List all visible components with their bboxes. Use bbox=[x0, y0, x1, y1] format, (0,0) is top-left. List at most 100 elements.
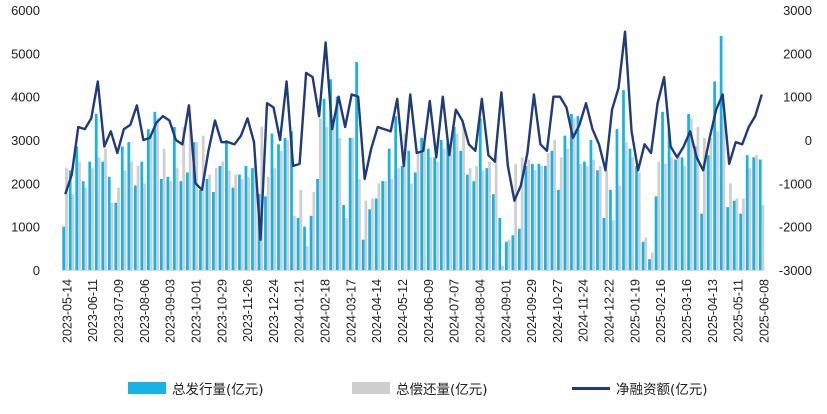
repayment-bar bbox=[501, 265, 504, 270]
issuance-bar bbox=[687, 114, 690, 270]
repayment-bar bbox=[169, 181, 172, 270]
repayment-bar bbox=[162, 148, 166, 270]
repayment-bar bbox=[130, 161, 133, 270]
issuance-bar bbox=[140, 161, 144, 270]
repayment-bar bbox=[572, 118, 576, 270]
issuance-bar bbox=[465, 174, 469, 270]
legend: 总发行量(亿元) 总偿还量(亿元) 净融资额(亿元) bbox=[0, 378, 827, 400]
issuance-bar bbox=[159, 179, 163, 270]
repayment-bar bbox=[195, 142, 199, 270]
x-tick-label: 2024-10-27 bbox=[551, 279, 565, 343]
x-tick-label: 2023-07-09 bbox=[112, 279, 126, 343]
issuance-bar bbox=[426, 148, 430, 270]
legend-label-repayment: 总偿还量(亿元) bbox=[396, 382, 488, 398]
issuance-bar bbox=[706, 155, 710, 270]
legend-label-issuance: 总发行量(亿元) bbox=[172, 382, 264, 398]
issuance-bar bbox=[609, 189, 612, 270]
repayment-bar bbox=[384, 181, 387, 270]
issuance-bar bbox=[146, 129, 150, 270]
issuance-bar bbox=[517, 228, 521, 270]
repayment-bar bbox=[312, 192, 316, 270]
repayment-bar bbox=[488, 161, 491, 270]
repayment-bar bbox=[605, 170, 609, 270]
repayment-bar bbox=[156, 118, 159, 270]
repayment-bar bbox=[188, 120, 192, 270]
repayment-bar bbox=[546, 153, 550, 270]
x-tick-label: 2025-01-19 bbox=[628, 279, 642, 343]
repayment-bar bbox=[208, 174, 212, 270]
x-tick-label: 2024-09-01 bbox=[499, 279, 513, 343]
repayment-bar bbox=[201, 135, 205, 270]
repayment-bar bbox=[318, 118, 322, 270]
issuance-bar bbox=[251, 168, 254, 270]
issuance-bar bbox=[667, 129, 671, 270]
issuance-bar bbox=[622, 90, 625, 270]
repayment-bar bbox=[540, 166, 544, 270]
legend-swatch-issuance bbox=[128, 382, 166, 394]
issuance-bar bbox=[563, 135, 567, 270]
x-tick-label: 2024-11-24 bbox=[577, 279, 591, 342]
issuance-bar bbox=[628, 148, 632, 270]
repayment-bar bbox=[240, 179, 244, 270]
repayment-bar bbox=[397, 168, 400, 270]
repayment-bar bbox=[136, 166, 140, 270]
issuance-bar bbox=[381, 181, 385, 270]
issuance-bar bbox=[700, 213, 703, 270]
issuance-bar bbox=[361, 239, 365, 270]
issuance-bar bbox=[316, 179, 319, 270]
repayment-bar bbox=[742, 198, 745, 270]
issuance-bar bbox=[413, 172, 417, 270]
x-tick-label: 2023-11-26 bbox=[241, 279, 255, 342]
repayment-bar bbox=[598, 166, 602, 270]
repayment-bar bbox=[299, 189, 303, 270]
repayment-bar bbox=[644, 237, 648, 270]
repayment-bar bbox=[481, 170, 485, 270]
x-tick-label: 2023-05-14 bbox=[60, 279, 74, 343]
repayment-bar bbox=[273, 168, 277, 270]
issuance-bar bbox=[648, 259, 651, 270]
x-tick-label: 2023-10-29 bbox=[215, 279, 229, 343]
x-tick-label: 2024-03-17 bbox=[344, 279, 358, 343]
repayment-bar bbox=[143, 183, 146, 270]
repayment-bar bbox=[279, 150, 283, 270]
issuance-bar bbox=[264, 196, 267, 270]
repayment-bar bbox=[631, 157, 635, 270]
issuance-bar bbox=[583, 161, 586, 270]
issuance-bar bbox=[491, 194, 495, 270]
issuance-bar bbox=[283, 137, 287, 270]
issuance-bar bbox=[589, 140, 593, 270]
issuance-bar bbox=[400, 166, 404, 270]
right-y-tick-label: -1000 bbox=[779, 176, 812, 191]
left-y-tick-label: 1000 bbox=[11, 220, 40, 235]
legend-swatch-repayment bbox=[352, 382, 390, 394]
repayment-bar bbox=[71, 194, 75, 270]
issuance-bar bbox=[557, 189, 560, 270]
legend-item-net: 净融资额(亿元) bbox=[572, 378, 708, 398]
legend-item-repayment: 总偿还量(亿元) bbox=[352, 378, 488, 398]
issuance-bar bbox=[394, 116, 398, 270]
repayment-bar bbox=[553, 140, 557, 270]
repayment-bar bbox=[403, 133, 407, 270]
repayment-bar bbox=[462, 122, 465, 270]
issuance-bar bbox=[387, 148, 391, 270]
issuance-bar bbox=[641, 241, 645, 270]
issuance-bar bbox=[680, 157, 684, 270]
x-tick-label: 2024-02-18 bbox=[318, 279, 332, 343]
issuance-bar bbox=[472, 181, 476, 270]
issuance-bar bbox=[654, 196, 658, 270]
issuance-bar bbox=[446, 142, 450, 270]
issuance-bar bbox=[277, 144, 280, 270]
repayment-bar bbox=[514, 163, 517, 270]
repayment-bar bbox=[592, 159, 596, 270]
repayment-bar bbox=[559, 157, 563, 270]
x-tick-label: 2024-01-21 bbox=[293, 279, 307, 343]
legend-swatch-net bbox=[572, 386, 610, 390]
issuance-bar bbox=[433, 157, 437, 270]
repayment-bar bbox=[520, 157, 524, 270]
repayment-bar bbox=[507, 239, 511, 270]
legend-label-net: 净融资额(亿元) bbox=[616, 382, 708, 398]
repayment-bar bbox=[78, 161, 81, 270]
issuance-bar bbox=[674, 159, 677, 270]
repayment-bar bbox=[729, 183, 732, 270]
right-y-axis-ticks: -3000 -2000 -1000 0 1000 2000 3000 bbox=[779, 3, 812, 278]
